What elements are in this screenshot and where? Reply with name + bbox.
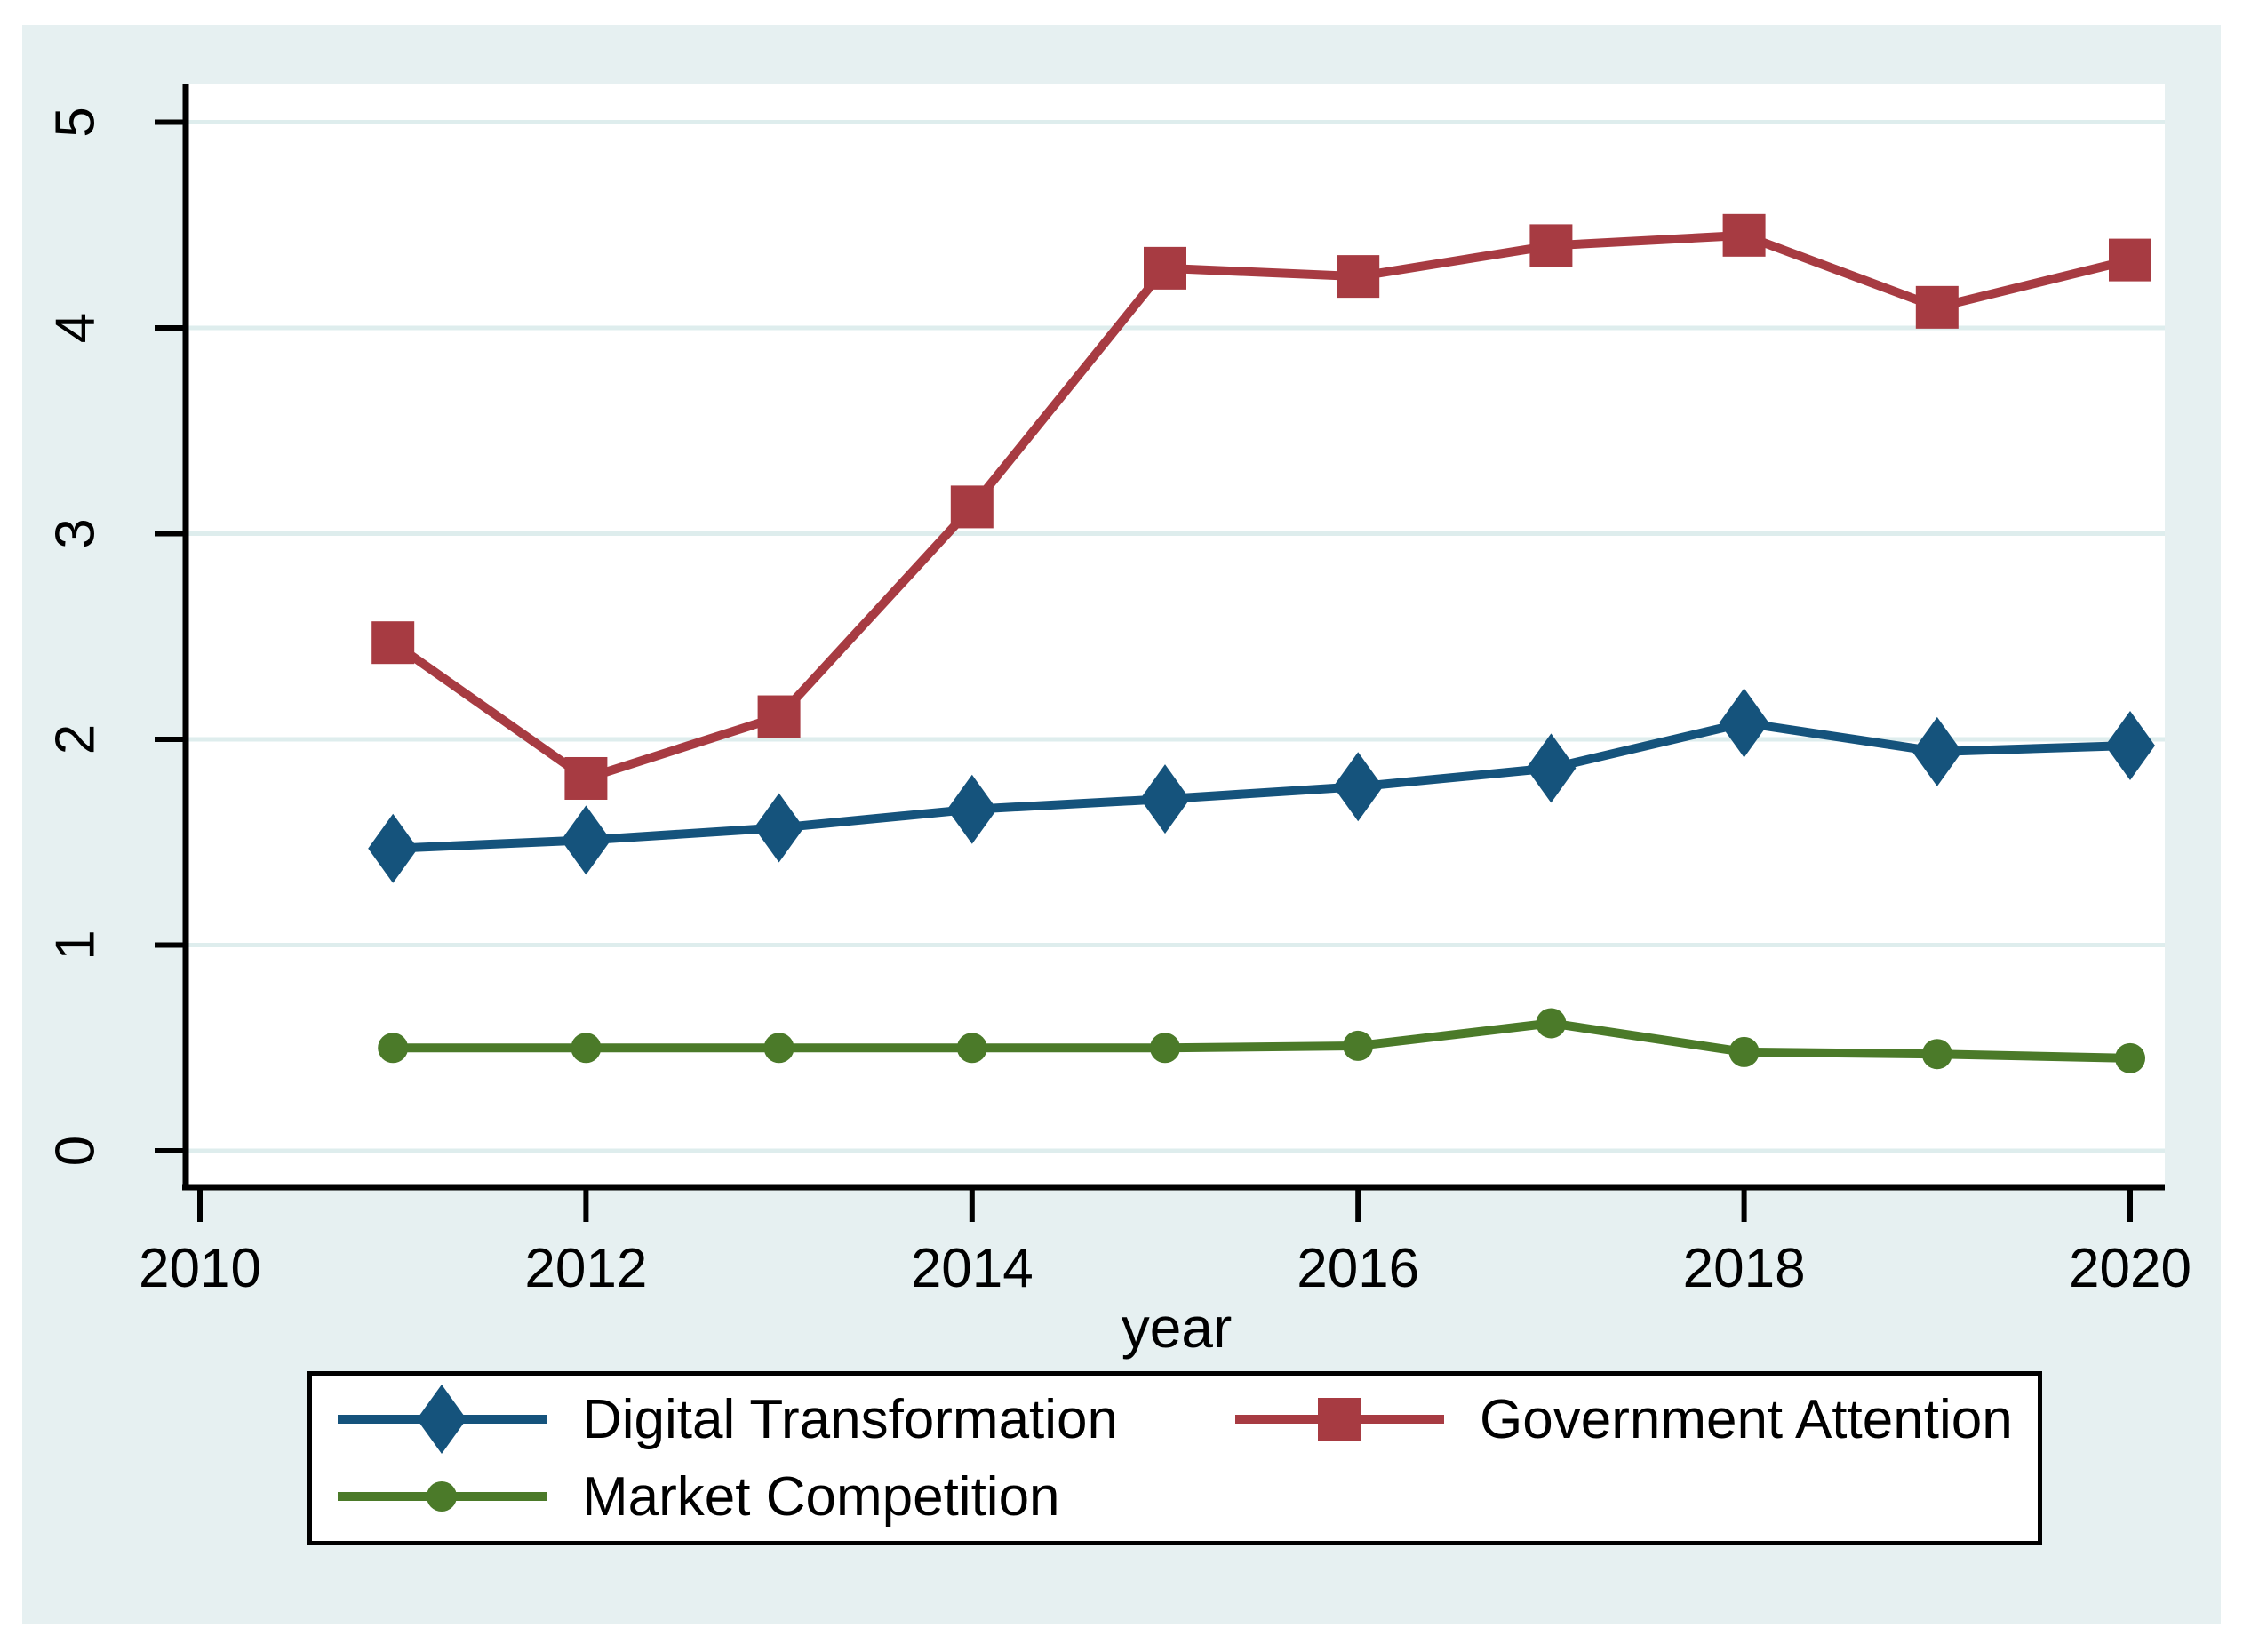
- data-point-1-2017: [1529, 224, 1573, 267]
- y-tick-label: 2: [45, 724, 107, 754]
- data-point-0-2014: [946, 774, 997, 844]
- legend-entry-government-attention: Government Attention: [1235, 1379, 2013, 1459]
- legend-key-circle: [338, 1481, 547, 1512]
- legend-key-marker: [427, 1481, 457, 1512]
- legend-key-square: [1235, 1398, 1444, 1441]
- legend: Digital Transformation Government Attent…: [307, 1371, 2042, 1545]
- data-point-0-2015: [1140, 764, 1190, 834]
- data-point-2-2020: [2115, 1042, 2145, 1073]
- data-point-1-2016: [1337, 255, 1380, 299]
- data-point-0-2013: [754, 793, 804, 863]
- series-line-2: [393, 1018, 2131, 1063]
- x-tick-label: 2018: [1683, 1238, 1806, 1299]
- legend-entry-digital-transformation: Digital Transformation: [338, 1379, 1118, 1459]
- data-point-1-2020: [2109, 238, 2151, 282]
- data-point-2-2017: [1536, 1008, 1567, 1039]
- x-tick-label: 2020: [2069, 1238, 2191, 1299]
- legend-key-diamond: [338, 1385, 547, 1454]
- data-point-2-2015: [1150, 1033, 1180, 1064]
- data-point-1-2013: [757, 695, 801, 738]
- data-point-1-2018: [1722, 213, 1766, 257]
- x-tick-label: 2012: [524, 1238, 647, 1299]
- series-line-1: [390, 230, 2132, 784]
- data-point-2-2018: [1728, 1036, 1760, 1067]
- data-point-2-2011: [378, 1033, 409, 1064]
- legend-entry-label: Government Attention: [1480, 1388, 2013, 1450]
- y-tick-label: 3: [45, 518, 107, 548]
- legend-key-marker: [1318, 1398, 1361, 1441]
- data-point-2-2012: [571, 1033, 602, 1064]
- x-tick-label: 2016: [1297, 1238, 1419, 1299]
- data-point-2-2019: [1921, 1039, 1952, 1070]
- legend-key-marker: [417, 1385, 467, 1454]
- legend-entry-market-competition: Market Competition: [338, 1456, 1060, 1536]
- data-point-1-2019: [1915, 285, 1959, 329]
- y-tick-label: 0: [45, 1136, 107, 1166]
- data-point-0-2011: [368, 813, 419, 883]
- data-point-0-2019: [1912, 716, 1962, 786]
- data-point-2-2016: [1343, 1030, 1374, 1061]
- data-point-0-2020: [2105, 710, 2155, 780]
- x-axis-title: year: [1122, 1296, 1233, 1360]
- y-tick-label: 1: [45, 930, 107, 960]
- data-point-1-2012: [564, 756, 608, 800]
- data-point-1-2014: [950, 485, 994, 529]
- data-point-1-2011: [371, 621, 415, 665]
- y-tick-label: 5: [45, 107, 107, 137]
- x-tick-label: 2010: [139, 1238, 261, 1299]
- data-point-0-2017: [1526, 733, 1577, 803]
- data-point-0-2016: [1333, 752, 1384, 822]
- legend-entry-label: Market Competition: [582, 1465, 1060, 1528]
- data-point-1-2015: [1144, 246, 1186, 290]
- series-line-0: [392, 718, 2131, 853]
- legend-entry-label: Digital Transformation: [582, 1388, 1119, 1450]
- data-point-0-2018: [1719, 688, 1769, 758]
- data-point-2-2013: [763, 1033, 794, 1064]
- data-point-0-2012: [561, 805, 611, 875]
- x-tick-label: 2014: [911, 1238, 1034, 1299]
- data-point-2-2014: [956, 1033, 987, 1064]
- y-tick-label: 4: [45, 313, 107, 343]
